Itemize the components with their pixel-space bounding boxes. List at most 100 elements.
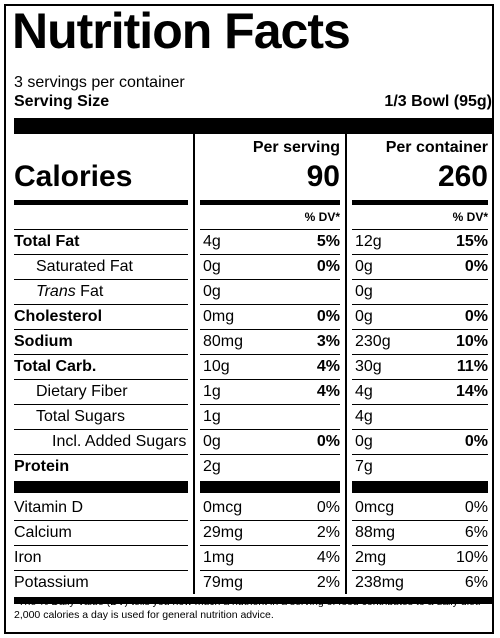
nutrient-3-line-name xyxy=(14,329,188,330)
serving-dv: 3% xyxy=(316,333,340,350)
serving-amount: 1g xyxy=(203,408,221,425)
container-dv: 10% xyxy=(455,333,488,350)
container-dv: 0% xyxy=(464,308,488,325)
container-amount: 4g xyxy=(355,383,373,400)
serving-amount: 2g xyxy=(203,458,221,475)
vitamin-2-line-name xyxy=(14,570,188,571)
vitamin-serving-amount: 79mg xyxy=(203,574,244,591)
vitamin-name: Calcium xyxy=(14,524,72,541)
serving-dv: 0% xyxy=(316,258,340,275)
container-amount: 0g xyxy=(355,283,373,300)
serving-amount: 4g xyxy=(203,233,221,250)
nutrient-name: Incl. Added Sugars xyxy=(52,433,187,450)
nutrient-8-line-container xyxy=(352,454,488,455)
vitamin-container-dv: 10% xyxy=(455,549,488,566)
serving-size-value: 1/3 Bowl (95g) xyxy=(384,93,492,110)
nutrient-name: Total Fat xyxy=(14,233,80,250)
container-amount: 0g xyxy=(355,433,373,450)
vitamin-serving-dv: 4% xyxy=(316,549,340,566)
calories-divider-mid xyxy=(200,200,340,205)
nutrient-7-line-serving xyxy=(200,429,340,430)
nutrient-7-line-name xyxy=(14,429,188,430)
dv-header-container: % DV* xyxy=(452,210,488,224)
container-dv: 14% xyxy=(455,383,488,400)
container-dv: 0% xyxy=(464,258,488,275)
vitamin-1-line-container xyxy=(352,545,488,546)
vitamin-container-dv: 6% xyxy=(464,574,488,591)
servings-per-container: 3 servings per container xyxy=(14,74,185,91)
nutrient-2-line-serving xyxy=(200,304,340,305)
serving-dv: 4% xyxy=(316,358,340,375)
nutrient-name: Saturated Fat xyxy=(36,258,133,275)
vitamin-2-line-container xyxy=(352,570,488,571)
vitamin-divider-mid xyxy=(200,481,340,493)
column-divider-right xyxy=(345,134,347,594)
nutrient-1-line-name xyxy=(14,279,188,280)
nutrient-1-line-serving xyxy=(200,279,340,280)
nutrition-label xyxy=(4,4,494,634)
nutrient-name-italic: Trans xyxy=(36,283,76,300)
vitamin-name: Iron xyxy=(14,549,42,566)
per-serving-header: Per serving xyxy=(252,139,340,156)
vitamin-divider-left xyxy=(14,481,188,493)
vitamin-0-line-name xyxy=(14,520,188,521)
container-dv: 0% xyxy=(464,433,488,450)
nutrient-2-line-container xyxy=(352,304,488,305)
vitamin-name: Potassium xyxy=(14,574,89,591)
nutrient-name: Total Sugars xyxy=(36,408,125,425)
vitamin-0-line-serving xyxy=(200,520,340,521)
nutrient-4-line-serving xyxy=(200,354,340,355)
serving-amount: 0g xyxy=(203,433,221,450)
nutrient-1-line-container xyxy=(352,279,488,280)
container-dv: 15% xyxy=(455,233,488,250)
nutrient-5-line-name xyxy=(14,379,188,380)
vitamin-container-dv: 0% xyxy=(464,499,488,516)
nutrient-7-line-container xyxy=(352,429,488,430)
dv-header-serving: % DV* xyxy=(304,210,340,224)
container-amount: 0g xyxy=(355,258,373,275)
calories-divider-left xyxy=(14,200,188,205)
nutrient-3-line-container xyxy=(352,329,488,330)
per-container-header: Per container xyxy=(385,139,488,156)
serving-dv: 4% xyxy=(316,383,340,400)
vitamin-serving-amount: 1mg xyxy=(203,549,235,566)
nutrient-name: Cholesterol xyxy=(14,308,103,325)
nutrient-6-line-serving xyxy=(200,404,340,405)
vitamin-container-dv: 6% xyxy=(464,524,488,541)
vitamin-divider-right xyxy=(352,481,488,493)
serving-amount: 0g xyxy=(203,258,221,275)
nutrient-0-line-container xyxy=(352,254,488,255)
serving-amount: 10g xyxy=(203,358,230,375)
nutrient-name: Protein xyxy=(14,458,70,475)
serving-amount: 0mg xyxy=(203,308,235,325)
vitamin-2-line-serving xyxy=(200,570,340,571)
footnote: *The % Daily Value (DV) tells you how mu… xyxy=(14,596,481,621)
nutrient-6-line-name xyxy=(14,404,188,405)
vitamin-container-amount: 88mg xyxy=(355,524,396,541)
nutrient-4-line-container xyxy=(352,354,488,355)
nutrient-name-rest: Fat xyxy=(75,283,104,300)
footnote-divider xyxy=(14,597,492,604)
nutrient-2-line-name xyxy=(14,304,188,305)
vitamin-1-line-serving xyxy=(200,545,340,546)
container-dv: 11% xyxy=(456,358,488,375)
vitamin-1-line-name xyxy=(14,545,188,546)
calories-per-container: 260 xyxy=(437,160,488,193)
calories-divider-right xyxy=(352,200,488,205)
nutrient-3-line-serving xyxy=(200,329,340,330)
nutrient-0-line-name xyxy=(14,254,188,255)
vitamin-serving-dv: 0% xyxy=(316,499,340,516)
vitamin-container-amount: 0mcg xyxy=(355,499,395,516)
calories-label: Calories xyxy=(14,160,133,193)
container-amount: 230g xyxy=(355,333,391,350)
vitamin-container-amount: 238mg xyxy=(355,574,404,591)
nutrient-name: Sodium xyxy=(14,333,73,350)
nutrient-8-line-serving xyxy=(200,454,340,455)
serving-amount: 80mg xyxy=(203,333,244,350)
vitamin-container-amount: 2mg xyxy=(355,549,387,566)
dv-header-line-name xyxy=(14,229,188,230)
serving-amount: 1g xyxy=(203,383,221,400)
container-amount: 0g xyxy=(355,308,373,325)
serving-size-label: Serving Size xyxy=(14,93,110,110)
calories-per-serving: 90 xyxy=(306,160,340,193)
